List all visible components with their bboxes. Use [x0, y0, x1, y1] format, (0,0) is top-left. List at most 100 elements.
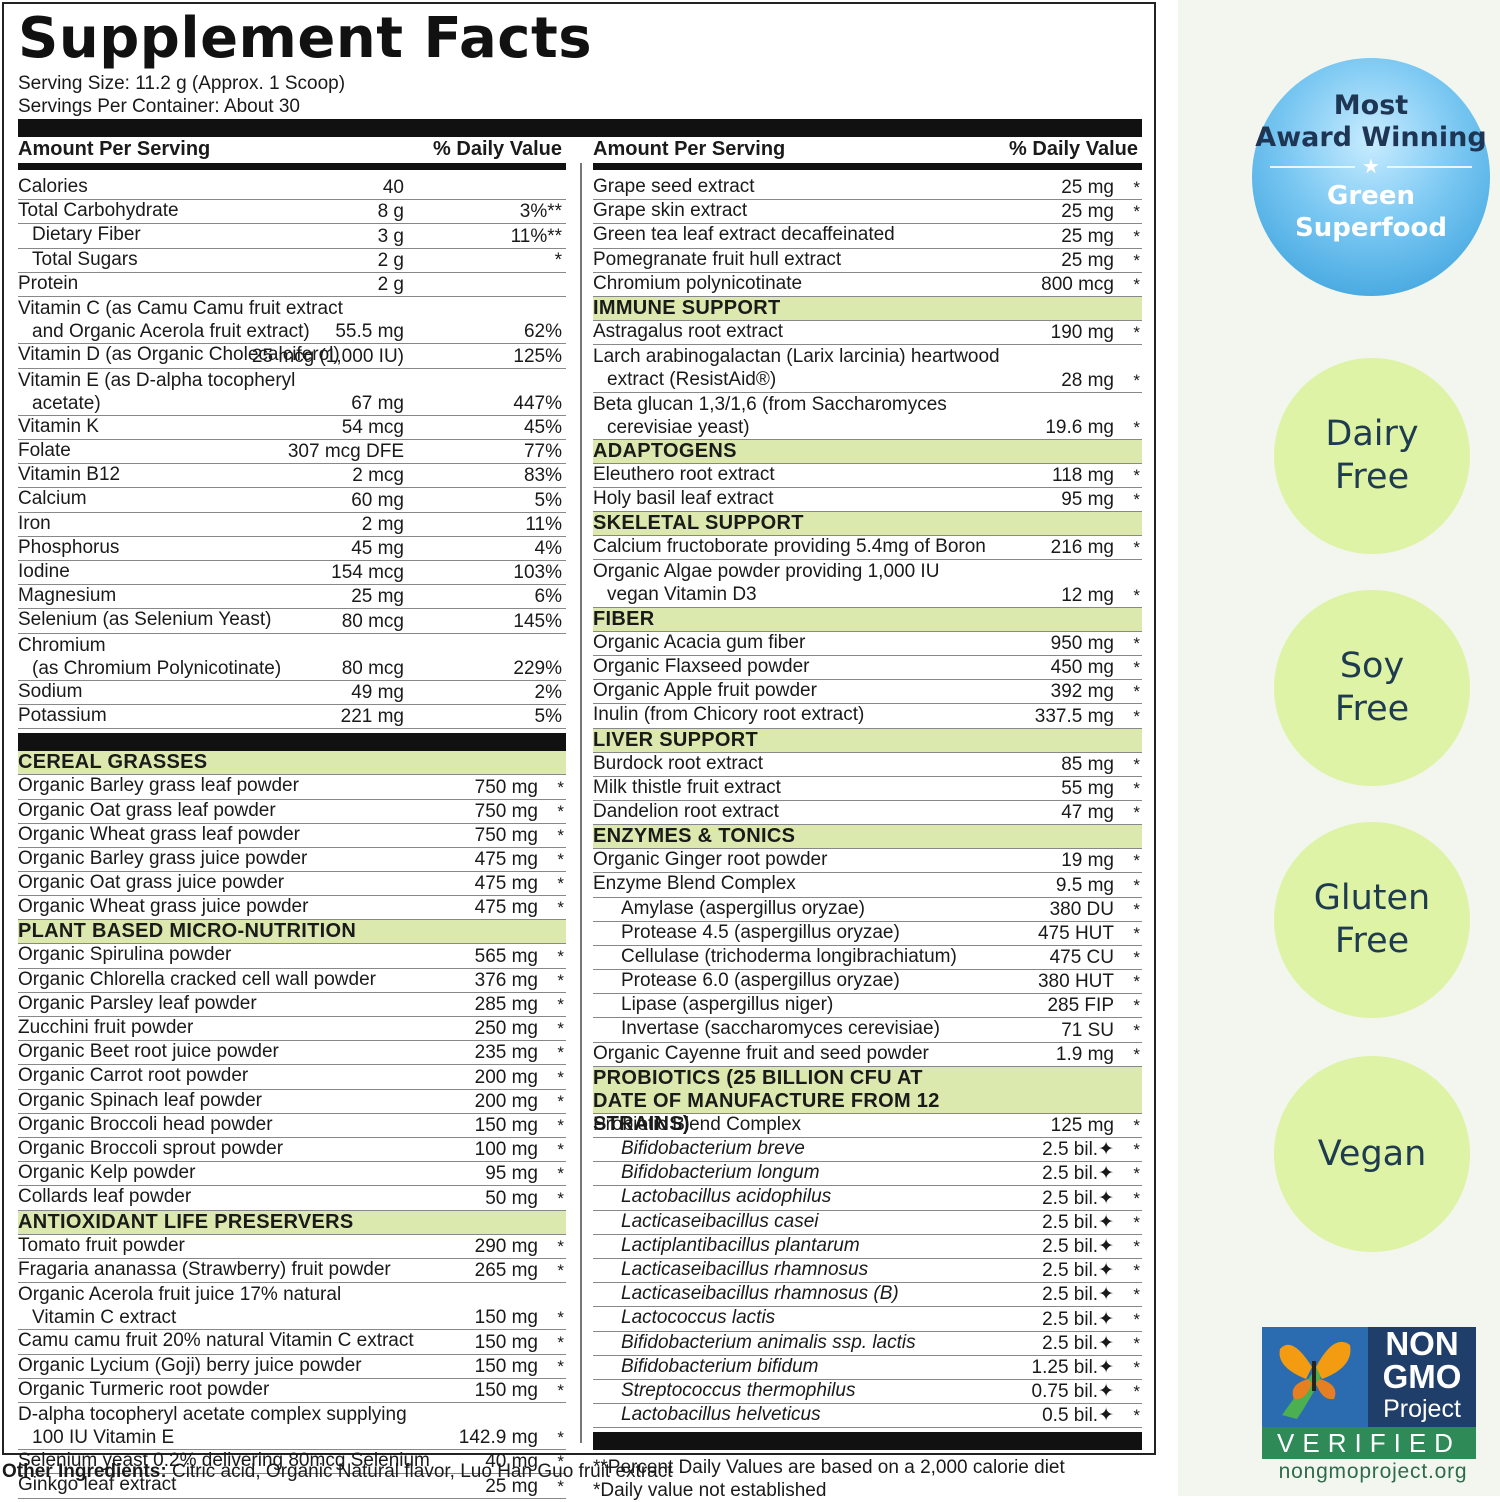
row-name-line: Organic Cayenne fruit and seed powder	[593, 1042, 929, 1064]
badge-text: Free	[1334, 689, 1410, 729]
row-amount: 2.5 bil.✦	[1042, 1235, 1114, 1257]
row-asterisk: *	[557, 1380, 564, 1400]
row-asterisk: *	[1133, 658, 1140, 678]
row-amount: 2.5 bil.✦	[1042, 1187, 1114, 1209]
star-icon: ★	[1362, 156, 1380, 178]
row-name: Calcium fructoborate providing 5.4mg of …	[593, 536, 986, 558]
row-asterisk: *	[1133, 996, 1140, 1016]
row-name-line: Calcium fructoborate providing 5.4mg of …	[593, 536, 986, 558]
ingredient-row: Lactobacillus helveticus 0.5 bil.✦ *	[593, 1404, 1142, 1429]
ingredient-row: Organic Parsley leaf powder 285 mg *	[18, 993, 566, 1018]
nutrient-row: Iron 2 mg 11%	[18, 513, 566, 537]
row-asterisk: *	[557, 1115, 564, 1135]
row-asterisk: *	[1133, 1236, 1140, 1256]
row-asterisk: *	[1133, 1164, 1140, 1184]
row-name: Collards leaf powder	[18, 1186, 191, 1208]
ingredient-row: Astragalus root extract 190 mg *	[593, 321, 1142, 346]
ingredient-row: Larch arabinogalactan (Larix larcinia) h…	[593, 345, 1142, 393]
page-title: Supplement Facts	[18, 6, 593, 71]
section-heading: IMMUNE SUPPORT	[593, 296, 1142, 321]
row-name: Lactobacillus acidophilus	[593, 1186, 831, 1208]
row-asterisk: *	[1133, 1382, 1140, 1402]
ingredient-row: Pomegranate fruit hull extract 25 mg *	[593, 249, 1142, 273]
award-line-green: Green	[1327, 181, 1415, 211]
row-asterisk: *	[1133, 682, 1140, 702]
award-title: Most Award Winning	[1252, 90, 1490, 154]
row-amount: 142.9 mg	[458, 1427, 538, 1449]
row-name-line: Organic Broccoli sprout powder	[18, 1137, 284, 1159]
ingredient-row: Organic Broccoli head powder 150 mg *	[18, 1114, 566, 1138]
row-asterisk: *	[557, 801, 564, 821]
row-amount: 216 mg	[1050, 537, 1114, 559]
section-heading: ADAPTOGENS	[593, 439, 1142, 464]
row-amount: 118 mg	[1052, 465, 1114, 487]
row-name-line: Chromium	[18, 634, 106, 656]
row-amount: 307 mcg DFE	[287, 441, 404, 463]
ingredient-row: Organic Turmeric root powder 150 mg *	[18, 1379, 566, 1403]
non-gmo-wordmark: NON GMO Project	[1368, 1327, 1476, 1427]
row-name-line: Total Sugars	[32, 248, 138, 270]
row-name-line: Organic Chlorella cracked cell wall powd…	[18, 968, 376, 990]
row-asterisk: *	[557, 1043, 564, 1063]
ingredient-row: Organic Acerola fruit juice 17% natural V…	[18, 1283, 566, 1331]
ingredient-row: Chromium polynicotinate 800 mcg *	[593, 273, 1142, 297]
nutrient-row: Vitamin E (as D-alpha tocopheryl acetate)…	[18, 369, 566, 416]
row-name: Organic Acerola fruit juice 17% natural V…	[18, 1283, 341, 1329]
row-asterisk: *	[1133, 178, 1140, 198]
servings-per-container: Servings Per Container: About 30	[18, 96, 301, 117]
ingredient-row: Organic Chlorella cracked cell wall powd…	[18, 969, 566, 993]
ingredient-row: Lacticaseibacillus rhamnosus 2.5 bil.✦ *	[593, 1259, 1142, 1284]
ingredient-row: Collards leaf powder 50 mg *	[18, 1186, 566, 1211]
row-name: Cellulase (trichoderma longibrachiatum)	[593, 946, 957, 968]
row-name: Bifidobacterium bifidum	[593, 1356, 818, 1378]
row-amount: 45 mg	[351, 538, 404, 560]
row-asterisk: *	[1133, 634, 1140, 654]
row-asterisk: *	[557, 1476, 564, 1496]
row-name: Organic Chlorella cracked cell wall powd…	[18, 969, 376, 991]
row-amount: 25 mg	[485, 1475, 538, 1497]
row-name: Organic Spirulina powder	[18, 944, 231, 966]
row-amount: 2 g	[377, 273, 404, 295]
award-line-superfood: Superfood	[1295, 213, 1447, 243]
row-amount: 2.5 bil.✦	[1042, 1260, 1114, 1282]
row-name: Organic Wheat grass juice powder	[18, 896, 308, 918]
row-name: Vitamin B12	[18, 464, 120, 486]
row-asterisk: *	[1133, 585, 1140, 605]
ingredient-row: D-alpha tocopheryl acetate complex suppl…	[18, 1403, 566, 1451]
row-asterisk: *	[557, 898, 564, 918]
ingredient-row: Selenium yeast 0.2% delivering 80mcg Sel…	[18, 1450, 566, 1475]
award-badge: Most Award Winning ★ Green Superfood	[1252, 58, 1490, 296]
row-name-line: Organic Wheat grass juice powder	[18, 896, 309, 918]
row-name-line: Organic Kelp powder	[18, 1162, 196, 1184]
row-name: Camu camu fruit 20% natural Vitamin C ex…	[18, 1330, 414, 1352]
award-subtitle: Green Superfood	[1252, 180, 1490, 244]
row-asterisk: *	[1133, 1406, 1140, 1426]
row-name: Lacticaseibacillus casei	[593, 1211, 819, 1233]
ingredient-row: Organic Ginger root powder 19 mg *	[593, 849, 1142, 874]
ingredient-row: Organic Wheat grass leaf powder 750 mg *	[18, 824, 566, 848]
row-amount: 60 mg	[351, 489, 404, 511]
section-heading: SKELETAL SUPPORT	[593, 512, 1142, 537]
row-name-line: Organic Apple fruit powder	[593, 680, 817, 702]
row-daily-value: 4%	[534, 538, 562, 560]
row-name: Selenium (as Selenium Yeast)	[18, 609, 271, 631]
ingredient-row: Lipase (aspergillus niger) 285 FIP *	[593, 994, 1142, 1019]
row-name: Organic Carrot root powder	[18, 1065, 248, 1087]
row-amount: 125 mg	[1050, 1115, 1114, 1137]
row-name-line: Calcium	[18, 488, 87, 510]
right-column-header: Amount Per Serving % Daily Value	[593, 137, 1142, 170]
row-amount: 3 g	[377, 225, 404, 247]
row-name-line: Chromium polynicotinate	[593, 272, 803, 294]
row-asterisk: *	[1133, 1188, 1140, 1208]
row-amount: 80 mcg	[341, 610, 404, 632]
row-amount: 2 g	[377, 249, 404, 271]
header-divider	[18, 119, 1142, 137]
row-name: Vitamin C (as Camu Camu fruit extract and…	[18, 297, 343, 343]
row-name-line: Sodium	[18, 680, 83, 702]
ingredient-row: Invertase (saccharomyces cerevisiae) 71 S…	[593, 1018, 1142, 1043]
row-name-line: Vitamin K	[18, 415, 99, 437]
ingredient-row: Organic Barley grass juice powder 475 mg *	[18, 848, 566, 873]
row-amount: 290 mg	[474, 1235, 538, 1257]
row-asterisk: *	[557, 825, 564, 845]
row-name: Milk thistle fruit extract	[593, 777, 781, 799]
